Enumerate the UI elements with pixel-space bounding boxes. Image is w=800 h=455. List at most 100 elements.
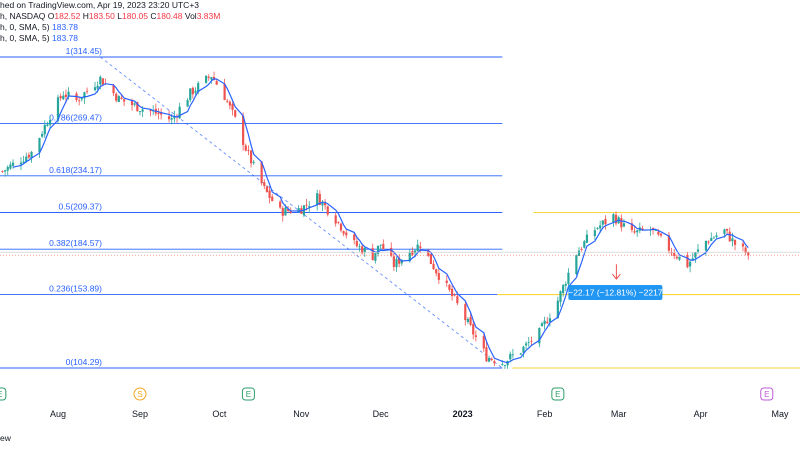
candle-body — [398, 257, 401, 264]
candle-body — [556, 300, 559, 319]
time-axis-tick-label: Oct — [212, 409, 227, 419]
volume-label: Vol — [184, 11, 197, 21]
candle-body — [59, 96, 62, 99]
candle-body — [138, 111, 142, 113]
candle-body — [707, 241, 710, 243]
candle-body — [308, 206, 311, 208]
candle-body — [485, 347, 488, 362]
candle-body — [228, 101, 232, 106]
candle-body — [286, 208, 290, 211]
candle-body — [641, 228, 644, 230]
fibonacci-retracement[interactable]: 1(314.45) 0.786(269.47) 0.618(234.17) 0.5(2… — [0, 46, 503, 369]
candle-body — [464, 304, 467, 321]
candle-body — [482, 336, 485, 349]
candle-body — [244, 145, 247, 151]
candle-body — [249, 150, 253, 164]
open-label: O — [47, 11, 55, 21]
symbol-label: h, NASDAQ — [0, 11, 46, 21]
event-marker — [0, 387, 7, 401]
candle-body — [694, 252, 697, 258]
candle-body — [371, 248, 374, 261]
candle-body — [382, 243, 385, 250]
candle-body — [667, 235, 671, 251]
candle-body — [546, 321, 549, 324]
candle-body — [633, 231, 636, 233]
candle-body — [19, 162, 23, 165]
footer-text: ew — [0, 433, 11, 443]
last-price-line — [0, 251, 800, 256]
time-axis-tick-label: 2023 — [453, 409, 473, 419]
event-marker — [760, 387, 774, 401]
low-label: L — [117, 11, 122, 21]
fib-level-label: 0.5(209.37) — [59, 202, 103, 212]
candle-body — [25, 156, 28, 162]
measure-arrow-head — [611, 273, 621, 280]
candle-body — [453, 294, 456, 296]
fib-level-label: 0.236(153.89) — [49, 284, 102, 294]
candle-body — [123, 99, 126, 102]
time-axis-tick-label: Dec — [373, 409, 390, 419]
candle-body — [659, 233, 663, 236]
candle-body — [189, 88, 192, 101]
candle-body — [490, 358, 493, 361]
candle-body — [651, 227, 655, 230]
candlestick-series — [1, 71, 750, 369]
candle-body — [726, 228, 729, 231]
candle-body — [115, 93, 118, 101]
candle-body — [601, 220, 604, 225]
fib-level-label: 1(314.45) — [66, 46, 103, 56]
measure-label-box — [568, 285, 663, 301]
candle-body — [9, 164, 12, 169]
event-markers[interactable]: ESEEE — [0, 387, 774, 401]
candle-body — [636, 230, 639, 233]
candle-body — [715, 235, 718, 238]
candle-body — [577, 250, 581, 256]
candle-body — [205, 75, 208, 83]
close-value: 180.48 — [156, 11, 183, 21]
high-label: H — [82, 11, 89, 21]
ohlc-line: h, NASDAQ O182.52 H183.50 L180.05 C180.4… — [0, 11, 220, 21]
candle-body — [673, 253, 676, 256]
candle-body — [83, 92, 86, 99]
measure-label-text: −22.17 (−12.81%) −2217 — [568, 288, 663, 298]
candle-body — [305, 204, 308, 206]
candle-body — [345, 232, 348, 236]
candle-body — [279, 201, 282, 208]
candle-body — [374, 253, 377, 261]
candle-body — [48, 120, 52, 125]
candle-body — [363, 247, 366, 253]
event-marker — [133, 387, 147, 401]
candle-body — [289, 210, 292, 213]
candle-body — [622, 223, 626, 227]
candle-body — [575, 255, 578, 275]
fib-level-label: 0.786(269.47) — [49, 113, 102, 123]
candle-body — [318, 193, 321, 205]
candle-body — [392, 256, 395, 267]
event-marker-letter: E — [0, 390, 2, 399]
candle-body — [22, 161, 25, 163]
candle-body — [487, 357, 491, 362]
candle-body — [614, 214, 618, 224]
candle-body — [324, 203, 327, 206]
candle-body — [56, 97, 60, 121]
candle-body — [416, 244, 419, 251]
candle-body — [339, 223, 343, 231]
event-marker-letter: E — [555, 390, 560, 399]
candle-body — [210, 77, 213, 80]
candle-body — [93, 87, 97, 91]
candle-body — [284, 207, 287, 216]
candle-body — [101, 78, 105, 85]
candle-body — [78, 100, 81, 102]
measure-tool[interactable]: −22.17 (−12.81%) −2217 — [568, 264, 663, 301]
candle-body — [334, 215, 337, 224]
candle-body — [67, 91, 70, 96]
fib-level-label: 0(104.29) — [66, 357, 103, 367]
candle-body — [612, 214, 615, 223]
candle-body — [242, 115, 245, 145]
candle-body — [501, 364, 504, 365]
fib-level-label: 0.382(184.57) — [49, 238, 102, 248]
candle-body — [538, 327, 541, 344]
time-axis[interactable]: Aug Sep Oct Nov Dec 2023 Feb Mar Apr May — [50, 409, 789, 419]
candle-body — [265, 186, 269, 192]
